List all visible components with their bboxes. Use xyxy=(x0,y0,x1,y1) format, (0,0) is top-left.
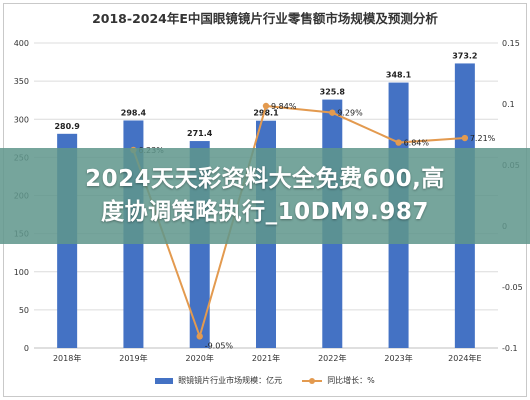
legend-line-swatch xyxy=(302,377,323,385)
legend-bar-swatch xyxy=(155,377,174,384)
bar-data-label: 298.4 xyxy=(121,108,147,117)
bar-data-label: 373.2 xyxy=(452,51,477,60)
y-left-tick-label: 350 xyxy=(14,77,29,86)
y-right-tick-label: 0.15 xyxy=(502,39,520,48)
overlay-banner: 2024天天彩资料大全免费600,高 度协调策略执行_10DM9.987 xyxy=(0,148,530,244)
growth-point xyxy=(262,102,270,110)
legend-item-growth[interactable]: 同比增长：% xyxy=(302,375,375,386)
x-tick-label: 2023年 xyxy=(384,353,412,363)
x-tick-label: 2020年 xyxy=(186,353,214,363)
x-tick-label: 2021年 xyxy=(252,353,280,363)
bar-data-label: 348.1 xyxy=(386,71,412,80)
growth-point xyxy=(461,134,469,142)
x-tick-label: 2024年E xyxy=(448,353,481,363)
banner-text-line-2: 度协调策略执行_10DM9.987 xyxy=(101,199,429,225)
legend-label-market-size: 眼镜镜片行业市场规模：亿元 xyxy=(178,376,283,385)
bar-data-label: 298.1 xyxy=(253,109,279,118)
growth-point xyxy=(329,109,336,116)
growth-data-label: 6.84% xyxy=(404,139,430,148)
x-tick-label: 2022年 xyxy=(318,353,346,363)
y-left-tick-label: 0 xyxy=(24,344,29,353)
growth-data-label: -9.05% xyxy=(205,341,234,350)
legend-label-growth: 同比增长：% xyxy=(327,376,375,385)
y-left-tick-label: 300 xyxy=(14,115,29,124)
y-left-tick-label: 400 xyxy=(14,39,29,48)
growth-data-label: 9.84% xyxy=(271,102,297,111)
growth-point xyxy=(196,333,203,340)
banner-text-line-1: 2024天天彩资料大全免费600,高 xyxy=(85,166,445,192)
bar-data-label: 271.4 xyxy=(187,129,213,138)
x-tick-label: 2019年 xyxy=(119,353,147,363)
y-right-tick-label: 0.1 xyxy=(502,100,515,109)
chart-legend: 眼镜镜片行业市场规模：亿元 同比增长：% xyxy=(0,375,530,386)
bar-data-label: 325.8 xyxy=(320,88,346,97)
growth-line xyxy=(132,104,465,340)
growth-data-label: 9.29% xyxy=(337,109,363,118)
bar-data-label: 280.9 xyxy=(54,122,80,131)
growth-data-label: 7.21% xyxy=(470,134,496,143)
y-right-tick-label: -0.1 xyxy=(502,344,518,353)
y-left-tick-label: 50 xyxy=(19,306,29,315)
x-tick-label: 2018年 xyxy=(53,353,81,363)
legend-item-market-size[interactable]: 眼镜镜片行业市场规模：亿元 xyxy=(155,375,282,386)
growth-point xyxy=(395,139,402,146)
y-left-tick-label: 100 xyxy=(14,268,29,277)
y-right-tick-label: -0.05 xyxy=(502,283,523,292)
chart-title: 2018-2024年E中国眼镜镜片行业零售额市场规模及预测分析 xyxy=(92,11,438,26)
